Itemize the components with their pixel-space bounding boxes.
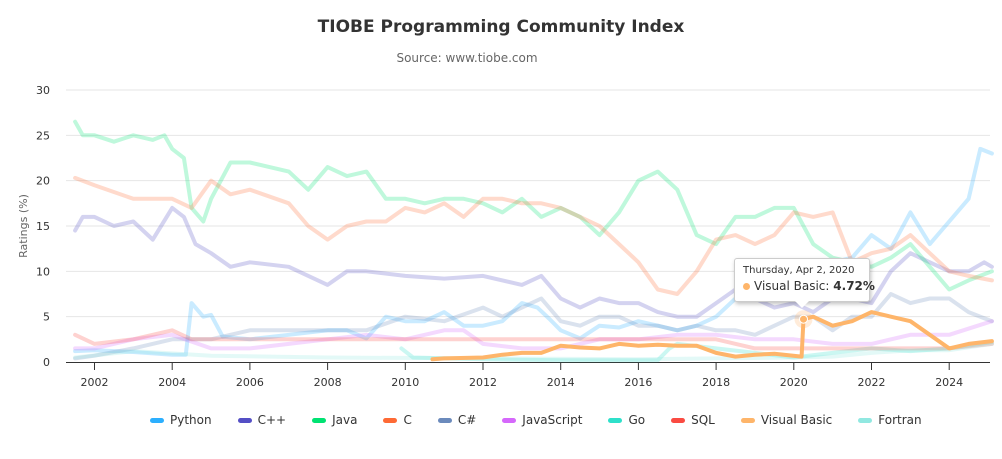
x-tick-label: 2008 xyxy=(314,376,342,389)
tooltip-value: 4.72% xyxy=(833,279,875,293)
tooltip-date: Thursday, Apr 2, 2020 xyxy=(743,265,855,276)
legend-label: SQL xyxy=(691,413,715,427)
chart-subtitle: Source: www.tiobe.com xyxy=(396,51,538,65)
legend-swatch xyxy=(858,417,873,423)
legend-item-c-[interactable]: C++ xyxy=(237,413,287,427)
series-line-sql[interactable] xyxy=(73,328,994,351)
chart-title: TIOBE Programming Community Index xyxy=(317,17,685,37)
x-tick-label: 2020 xyxy=(780,376,808,389)
series-line-java[interactable] xyxy=(73,119,994,292)
x-tick-label: 2014 xyxy=(547,376,575,389)
y-tick-label: 5 xyxy=(43,311,50,324)
legend-swatch xyxy=(437,417,452,423)
y-tick-label: 25 xyxy=(36,129,50,142)
legend-swatch xyxy=(312,417,327,423)
legend-item-c-[interactable]: C# xyxy=(437,413,477,427)
x-tick-label: 2002 xyxy=(81,376,109,389)
series-line-c-[interactable] xyxy=(73,292,994,361)
legend-label: Go xyxy=(628,413,646,427)
legend-label: Visual Basic xyxy=(760,413,833,427)
series-line-go[interactable] xyxy=(399,340,994,363)
y-tick-label: 20 xyxy=(36,175,50,188)
x-tick-label: 2012 xyxy=(469,376,497,389)
hover-point-marker[interactable] xyxy=(799,314,809,324)
x-tick-label: 2004 xyxy=(158,376,186,389)
legend-label: C# xyxy=(457,413,477,427)
legend-item-javascript[interactable]: JavaScript xyxy=(502,413,582,427)
legend-item-sql[interactable]: SQL xyxy=(671,413,715,427)
legend-item-java[interactable]: Java xyxy=(312,413,357,427)
x-tick-label: 2024 xyxy=(935,376,963,389)
tooltip: Thursday, Apr 2, 2020 Visual Basic: 4.72… xyxy=(734,258,875,302)
legend-label: Python xyxy=(170,413,212,427)
series-line-python[interactable] xyxy=(73,146,994,357)
legend-swatch xyxy=(608,417,623,423)
y-tick-label: 0 xyxy=(43,356,50,369)
legend-label: C++ xyxy=(257,413,287,427)
legend-label: Java xyxy=(332,413,358,427)
legend-label: C xyxy=(403,413,412,427)
y-tick-label: 30 xyxy=(36,84,50,97)
tooltip-arrow xyxy=(795,301,809,308)
x-tick-label: 2022 xyxy=(858,376,886,389)
legend-swatch xyxy=(740,417,755,423)
y-tick-label: 10 xyxy=(36,265,50,278)
legend: Python C++ Java C C# JavaScript Go SQL Visual Ba… xyxy=(150,413,948,427)
x-tick-label: 2016 xyxy=(624,376,652,389)
tooltip-series-dot xyxy=(743,283,750,290)
legend-item-go[interactable]: Go xyxy=(608,413,645,427)
x-tick-label: 2018 xyxy=(702,376,730,389)
series-line-fortran[interactable] xyxy=(73,341,994,362)
legend-swatch xyxy=(502,417,517,423)
legend-item-fortran[interactable]: Fortran xyxy=(858,413,922,427)
legend-item-python[interactable]: Python xyxy=(150,413,212,427)
legend-swatch xyxy=(150,417,164,423)
legend-item-visual-basic[interactable]: Visual Basic xyxy=(740,413,833,427)
series-line-javascript[interactable] xyxy=(73,319,994,351)
series-line-visual-basic[interactable] xyxy=(430,310,994,362)
legend-label: JavaScript xyxy=(522,413,583,427)
series-line-c[interactable] xyxy=(73,175,994,296)
x-tick-label: 2010 xyxy=(391,376,419,389)
y-axis-label: Ratings (%) xyxy=(17,194,30,258)
legend-swatch xyxy=(237,417,252,423)
y-tick-label: 15 xyxy=(36,220,50,233)
legend-item-c[interactable]: C xyxy=(383,413,412,427)
legend-swatch xyxy=(671,417,686,423)
legend-swatch xyxy=(383,417,398,423)
x-tick-label: 2006 xyxy=(236,376,264,389)
legend-label: Fortran xyxy=(878,413,922,427)
tooltip-series-label: Visual Basic: xyxy=(754,279,830,293)
